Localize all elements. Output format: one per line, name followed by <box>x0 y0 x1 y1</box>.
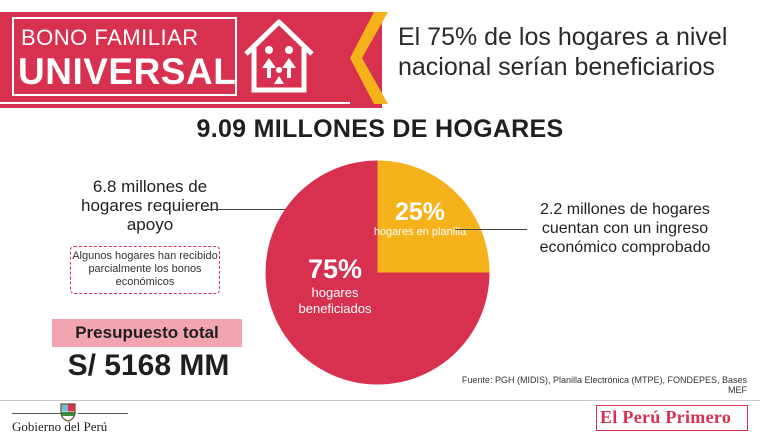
slice-label: hogares en planilla <box>373 226 467 238</box>
budget-label-pill <box>52 319 242 347</box>
pie-chart <box>265 160 490 385</box>
headline: El 75% de los hogares a nivel nacional s… <box>398 23 728 81</box>
source-note: Fuente: PGH (MIDIS), Planilla Electrónic… <box>461 375 747 395</box>
chart-title: 9.09 MILLONES DE HOGARES <box>196 115 564 143</box>
logo-line2: UNIVERSAL <box>18 51 237 92</box>
left-leader-line <box>205 209 327 210</box>
right-annotation: 2.2 millones de hogares cuentan con un i… <box>539 201 711 256</box>
brand-frame <box>596 405 748 431</box>
slice-pct-label: 75% <box>307 254 363 284</box>
note-text: Algunos hogares han recibido parcialment… <box>72 250 218 288</box>
logo-frame <box>12 17 237 96</box>
el-peru-primero-logo: El Perú Primero <box>600 407 732 427</box>
right-leader-line <box>455 229 527 230</box>
left-annotation: 6.8 millones de hogares requieren apoyo <box>81 177 219 234</box>
pie-slice <box>377 160 490 273</box>
footer-rule-left <box>12 413 76 414</box>
budget-label: Presupuesto total <box>75 323 219 342</box>
pie-slice <box>265 160 490 385</box>
family-house-icon <box>244 19 314 93</box>
footer-divider <box>0 400 760 401</box>
gobierno-del-peru-logo: Gobierno del Perú <box>12 419 108 434</box>
budget-value: S/ 5168 MM <box>67 349 230 382</box>
slice-label: hogares beneficiados <box>298 285 372 316</box>
slice-pct-label: 25% <box>394 198 446 226</box>
banner-chevron-decoration <box>350 12 388 104</box>
logo-line1: BONO FAMILIAR <box>21 25 199 50</box>
coat-of-arms-icon <box>60 403 76 422</box>
footer-rule-right <box>78 413 128 414</box>
banner-stripe <box>0 104 382 108</box>
note-box <box>70 246 220 294</box>
